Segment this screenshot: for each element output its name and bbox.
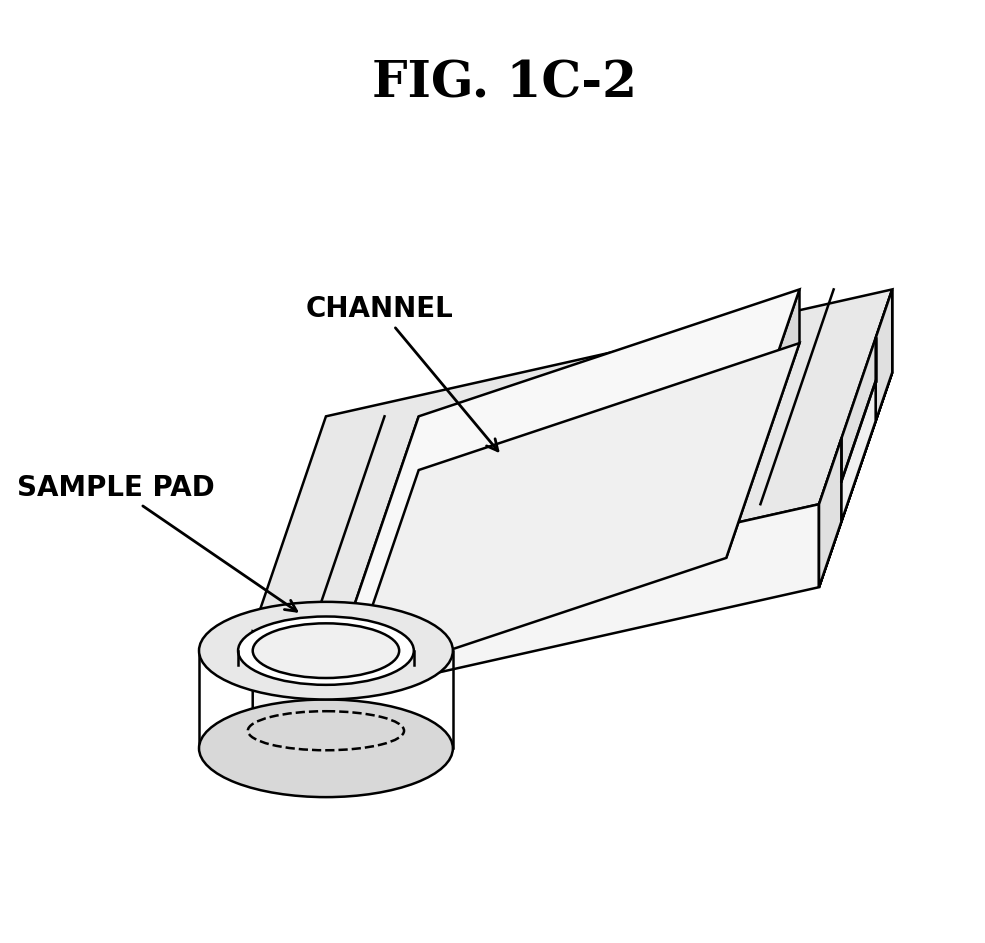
Polygon shape [819, 372, 892, 587]
Ellipse shape [238, 617, 414, 685]
Polygon shape [346, 343, 800, 685]
Ellipse shape [199, 602, 453, 700]
Text: CHANNEL: CHANNEL [305, 295, 498, 451]
Text: SAMPLE PAD: SAMPLE PAD [17, 473, 296, 611]
Ellipse shape [253, 623, 399, 678]
Ellipse shape [199, 700, 453, 797]
Polygon shape [253, 505, 819, 714]
Polygon shape [253, 290, 892, 631]
Polygon shape [819, 438, 841, 587]
Polygon shape [841, 381, 876, 521]
Polygon shape [876, 290, 892, 422]
Text: FIG. 1C-2: FIG. 1C-2 [371, 59, 636, 108]
Polygon shape [726, 290, 800, 558]
Polygon shape [346, 416, 419, 685]
Polygon shape [253, 631, 296, 655]
Polygon shape [819, 290, 892, 587]
Polygon shape [346, 290, 800, 631]
